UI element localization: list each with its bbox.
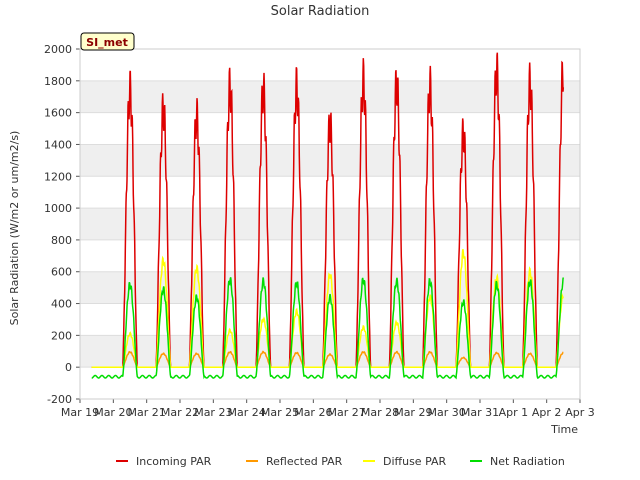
legend-entry: Diffuse PAR [383,455,447,468]
series-line-net-radiation [91,277,565,380]
site-label-box: SI_met [80,32,135,51]
grid-band [80,80,580,113]
x-tick-label: Mar 25 [261,406,299,419]
y-tick-label: 1400 [44,138,72,151]
grid-band [80,239,580,272]
y-tick-label: 400 [51,298,72,311]
x-tick-label: Mar 29 [394,406,432,419]
y-tick-label: 800 [51,234,72,247]
site-label: SI_met [86,36,128,49]
y-axis-label: Solar Radiation (W/m2 or um/m2/s) [8,131,21,326]
y-tick-label: 600 [51,266,72,279]
x-tick-label: Mar 24 [228,406,266,419]
grid-bands [80,49,580,400]
grid-band [80,49,580,81]
x-tick-label: Mar 27 [328,406,366,419]
legend-entry: Net Radiation [490,455,565,468]
x-tick-label: Mar 31 [461,406,499,419]
x-tick-label: Mar 19 [61,406,99,419]
chart-title: Solar Radiation [271,4,370,19]
legend-entry: Reflected PAR [266,455,343,468]
x-tick-label: Mar 22 [161,406,199,419]
x-tick-label: Mar 28 [361,406,399,419]
y-tick-label: 1000 [44,202,72,215]
y-axis-ticks: -200 0 200 400 600 800 1000 1200 1400 1600 1800 200… [44,43,80,406]
grid-band [80,208,580,240]
x-tick-label: Mar 21 [128,406,166,419]
y-tick-label: 1600 [44,107,72,120]
y-tick-label: 0 [65,361,72,374]
legend-entry: Incoming PAR [136,455,212,468]
grid-band [80,144,580,177]
y-tick-label: 2000 [44,43,72,56]
x-tick-label: Mar 23 [194,406,232,419]
x-tick-label: Apr 1 [499,406,529,419]
series-lines [91,52,565,380]
y-tick-label: 1800 [44,75,72,88]
x-tick-label: Mar 20 [94,406,132,419]
grid-band [80,303,580,336]
x-tick-label: Apr 2 [532,406,562,419]
x-tick-label: Mar 26 [294,406,332,419]
y-tick-label: -200 [47,393,72,406]
grid-band [80,367,580,399]
series-line-diffuse-par [91,248,564,368]
plot-frame [79,48,581,400]
grid-band [80,335,580,368]
legend: Incoming PAR Reflected PAR Diffuse PAR Net … [116,455,565,468]
grid-band [80,176,580,209]
y-tick-label: 1200 [44,170,72,183]
y-tick-label: 200 [51,329,72,342]
x-axis-label: Time [550,423,578,436]
x-tick-label: Mar 30 [428,406,466,419]
x-tick-label: Apr 3 [565,406,595,419]
